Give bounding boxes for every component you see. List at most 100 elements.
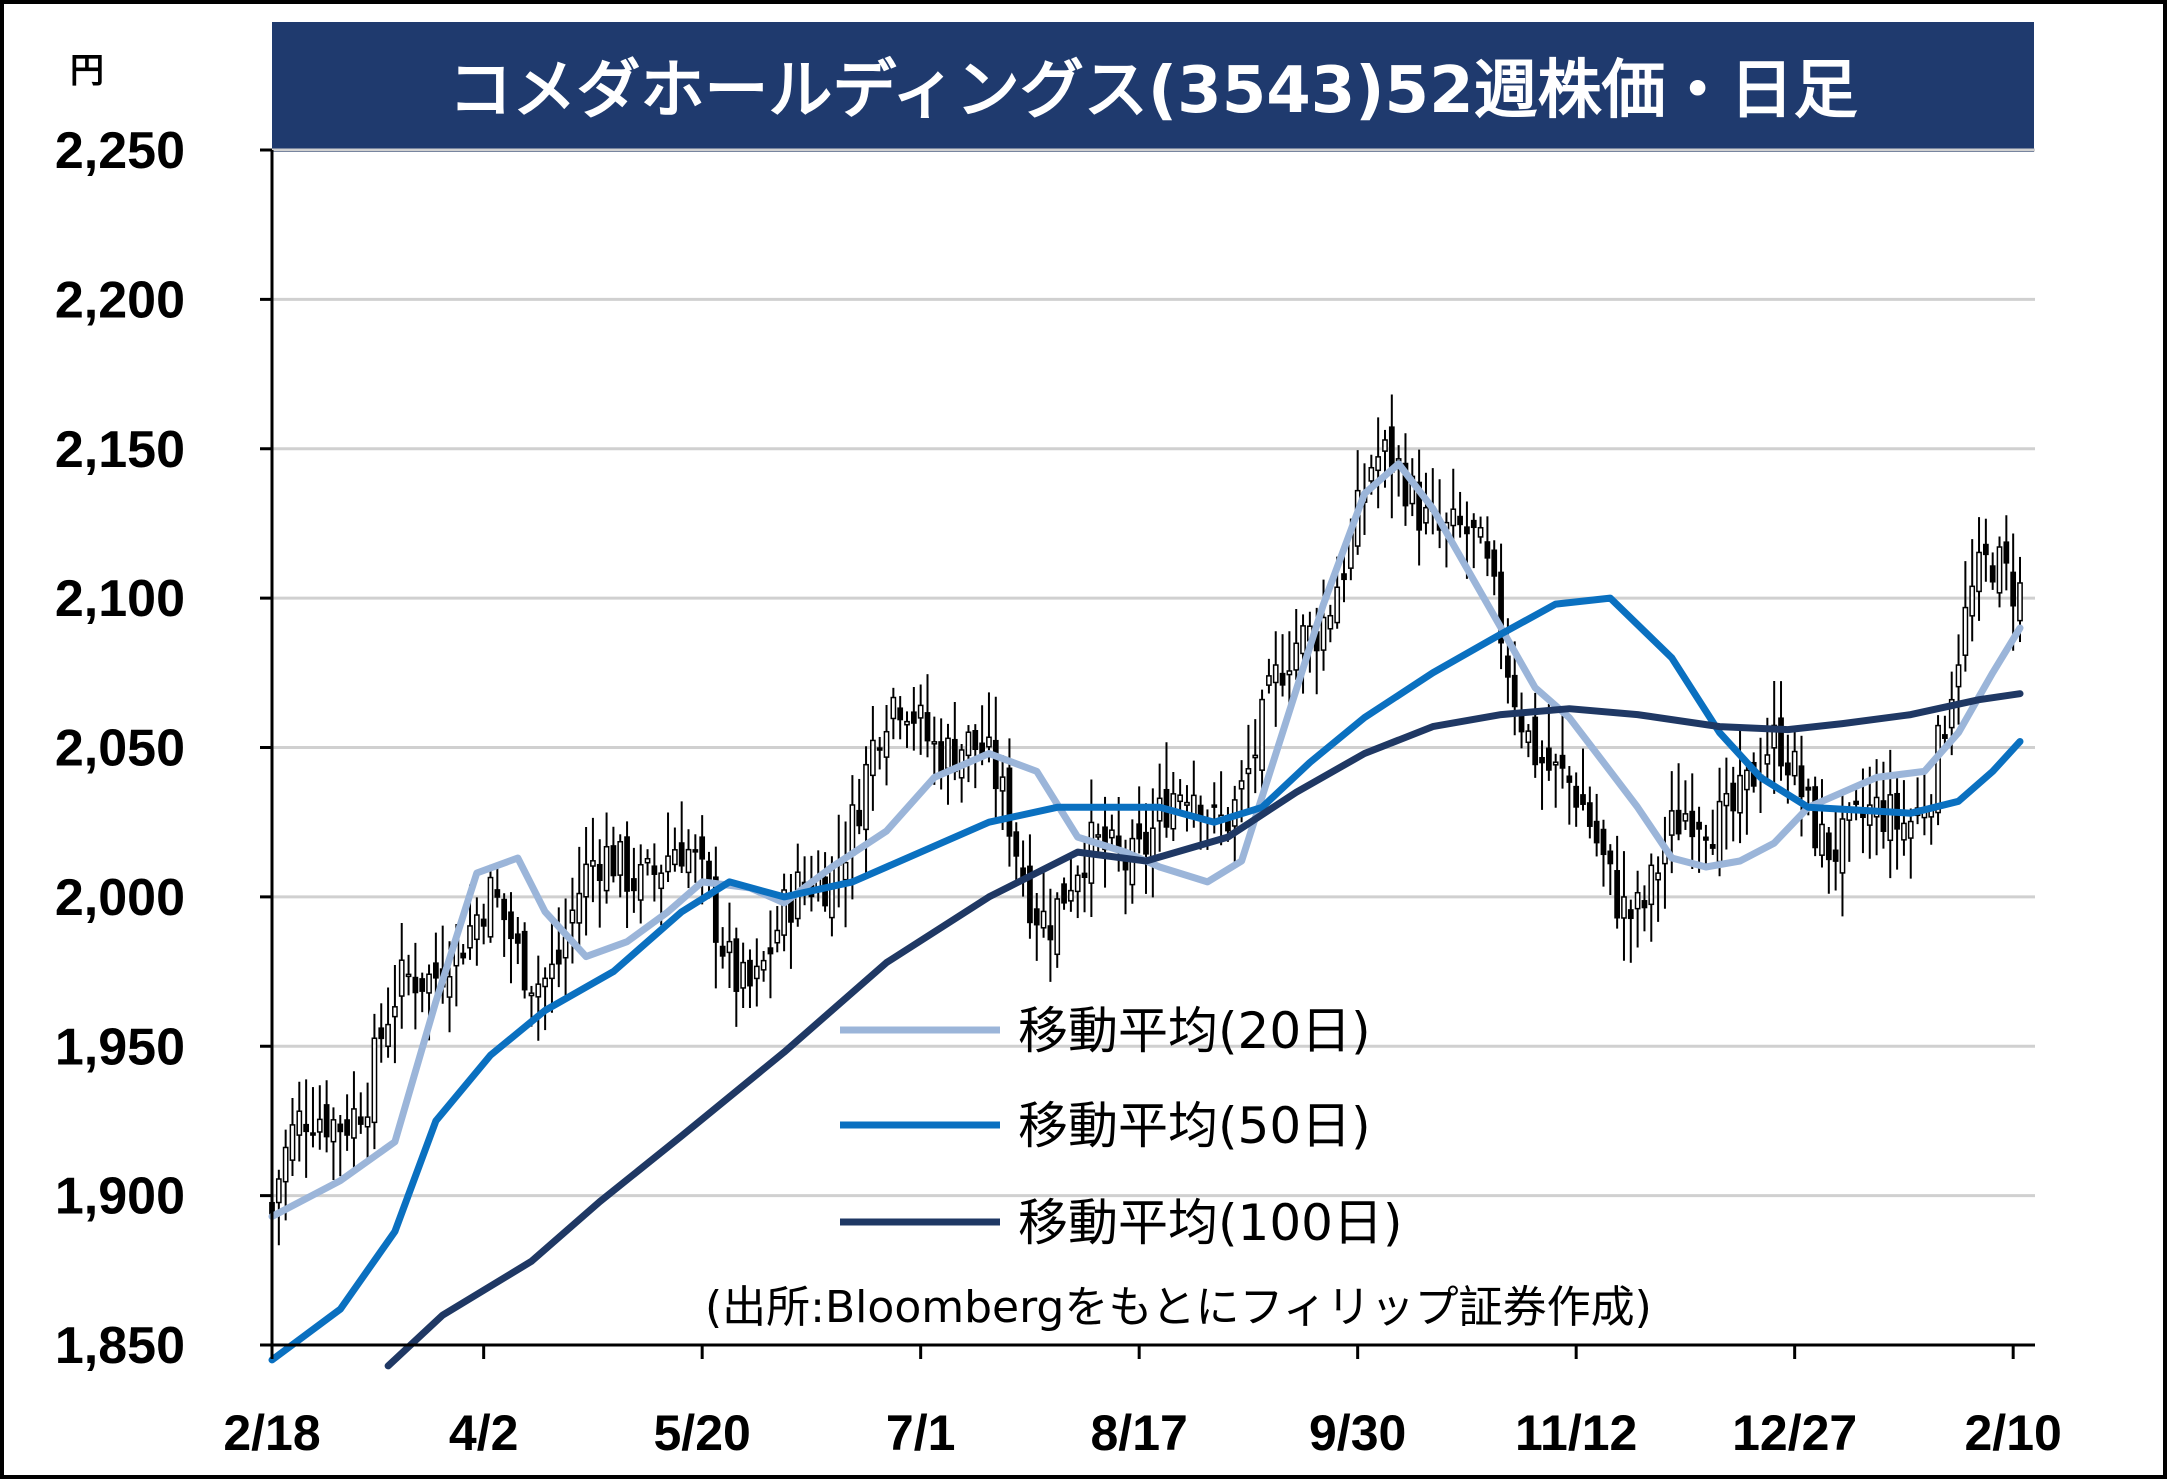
candle-body [829, 865, 835, 919]
x-tick-label: 9/30 [1309, 1405, 1406, 1461]
y-tick-label: 2,150 [55, 421, 185, 479]
legend-label-ma100: 移動平均(100日) [1018, 1194, 1402, 1252]
candle-body [1812, 786, 1819, 849]
candle-body [1737, 774, 1743, 814]
candle-body [753, 965, 760, 980]
x-tick-label: 7/1 [886, 1405, 956, 1461]
candle-body [1286, 670, 1293, 676]
candle-body [1279, 672, 1286, 686]
candle-body [1190, 794, 1197, 816]
candle-body [1375, 456, 1382, 472]
x-axis-ticks: 2/18 4/2 5/20 7/1 8/17 9/30 11/12 12/27 2/10 [223, 1345, 2062, 1461]
candle-body [1819, 823, 1825, 856]
candle-body [1907, 820, 1914, 839]
y-tick-label: 2,250 [55, 122, 185, 180]
candle-body [1532, 716, 1539, 766]
candle-body [733, 938, 740, 992]
series-line-ma50 [268, 594, 2024, 1364]
candle-body [590, 860, 596, 867]
candle-body [699, 836, 706, 860]
chart-title: コメダホールディングス(3543)52週株価・日足 [448, 54, 1857, 128]
candle-body [904, 720, 910, 726]
candle-body [1805, 786, 1812, 791]
candle-body [938, 741, 945, 775]
candle-body [644, 857, 651, 864]
x-tick-label: 11/12 [1515, 1405, 1637, 1461]
candle-body [1935, 724, 1941, 814]
candle-body [1266, 675, 1272, 686]
candle-body [1573, 785, 1580, 808]
candle-body [1955, 664, 1962, 688]
legend-label-ma50: 移動平均(50日) [1018, 1097, 1371, 1155]
candle-body [1600, 828, 1607, 856]
candle-body [1648, 864, 1655, 906]
candle-body [1798, 765, 1805, 798]
candle-body [1982, 543, 1989, 556]
candle-body [1539, 756, 1545, 764]
candle-body [1013, 831, 1020, 857]
candle-body [1081, 872, 1088, 879]
candle-body [1689, 810, 1696, 838]
candle-body [1238, 780, 1245, 790]
candle-body [1996, 546, 2003, 594]
candle-body [549, 963, 555, 980]
candle-body [760, 959, 767, 971]
candle-body [610, 845, 617, 877]
candle-body [1184, 801, 1190, 806]
candle-body [924, 712, 931, 742]
candle-body [1764, 754, 1771, 765]
candle-body [1040, 910, 1047, 929]
x-tick-label: 4/2 [449, 1405, 519, 1461]
candle-body [569, 909, 576, 924]
candle-body [1252, 754, 1259, 759]
candle-body [863, 763, 869, 831]
candle-body [999, 776, 1006, 792]
candle-body [1948, 698, 1955, 729]
y-axis-ticks: 2,250 2,200 2,150 2,100 2,050 2,000 1,950 1,900… [55, 122, 272, 1375]
candle-body [1027, 865, 1033, 924]
candle-body [1976, 551, 1982, 593]
candle-body [1696, 821, 1702, 830]
candle-body [1825, 832, 1832, 861]
candle-body [678, 842, 685, 867]
candle-body [1675, 809, 1682, 835]
candle-body [487, 876, 494, 938]
candle-body [1586, 802, 1593, 827]
candle-body [617, 840, 624, 876]
candle-body [1942, 734, 1948, 739]
candle-body [1450, 508, 1457, 527]
candle-body [1552, 761, 1559, 766]
candle-body [467, 925, 473, 949]
candle-body [637, 863, 644, 901]
candle-body [330, 1119, 337, 1143]
candle-body [596, 863, 603, 882]
title-banner [272, 22, 2034, 152]
candle-body [405, 973, 412, 978]
candle-body [665, 855, 671, 873]
candle-body [310, 1132, 316, 1136]
candle-body [1143, 831, 1149, 855]
candle-body [624, 836, 630, 892]
candle-body [296, 1110, 303, 1136]
candle-body [1423, 506, 1429, 524]
candle-body [1634, 891, 1641, 910]
candle-body [1709, 844, 1716, 849]
candle-body [316, 1118, 323, 1133]
candle-body [917, 704, 924, 719]
candle-body [781, 889, 787, 936]
x-tick-label: 8/17 [1091, 1405, 1188, 1461]
candle-body [2003, 541, 2010, 564]
y-tick-label: 2,000 [55, 869, 185, 927]
x-tick-label: 2/18 [223, 1405, 320, 1461]
candle-body [1068, 889, 1074, 902]
candle-body [1832, 849, 1839, 862]
candle-body [870, 739, 876, 777]
candle-body [1518, 713, 1525, 733]
moving-average-lines [268, 460, 2024, 1370]
candle-body [433, 962, 439, 979]
candle-body [535, 983, 542, 998]
legend-label-ma20: 移動平均(20日) [1018, 1002, 1371, 1060]
candle-body [849, 804, 856, 856]
candle-body [1962, 606, 1969, 656]
